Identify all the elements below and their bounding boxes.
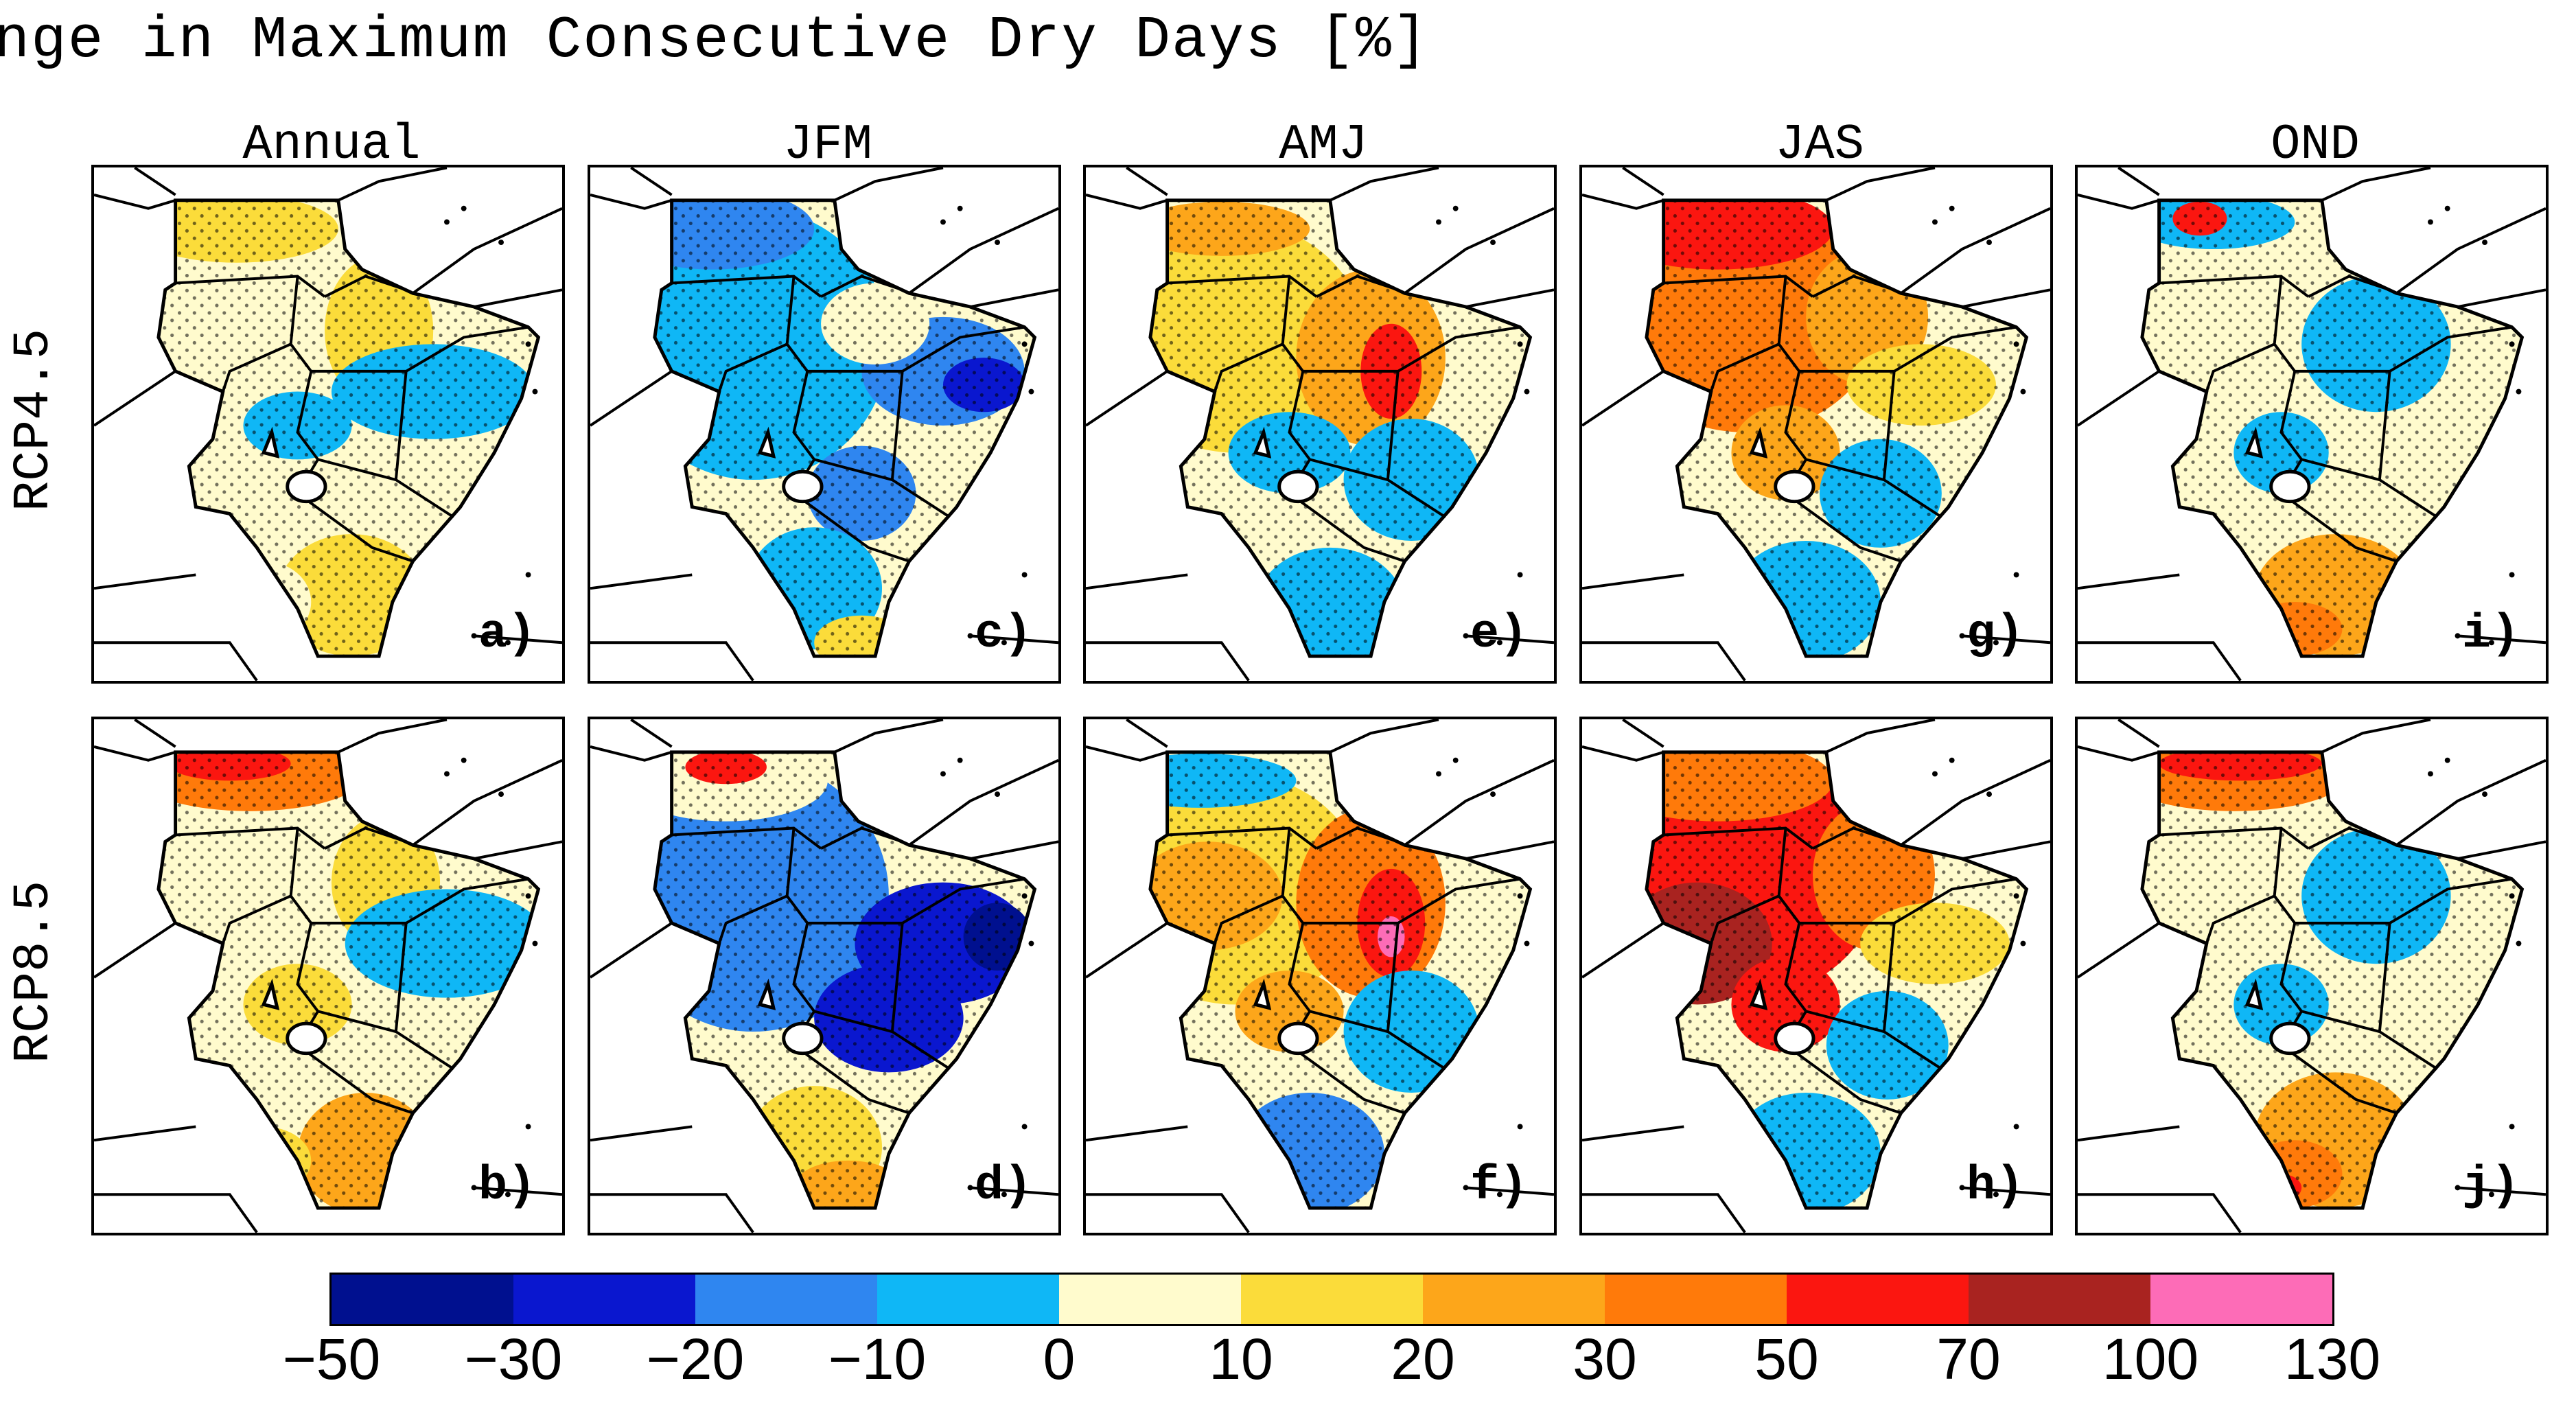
east-africa-map [1582, 167, 2050, 681]
colorbar-segment [1059, 1275, 1241, 1324]
colorbar-tick-label: −10 [828, 1327, 927, 1391]
column-title-jfm: JFM [783, 117, 872, 173]
column-title-ond: OND [2271, 117, 2360, 173]
colorbar-tick-label: 50 [1754, 1327, 1819, 1391]
map-panel-f: f) [1083, 717, 1557, 1235]
east-africa-map [590, 167, 1058, 681]
colorbar-tick-label: −30 [464, 1327, 563, 1391]
colorbar-segment [1423, 1275, 1605, 1324]
colorbar-segment [1241, 1275, 1423, 1324]
map-panel-d: d) [588, 717, 1061, 1235]
colorbar-segment [332, 1275, 513, 1324]
colorbar-tick-label: −20 [646, 1327, 745, 1391]
map-panel-c: c) [588, 165, 1061, 684]
east-africa-map [94, 719, 562, 1233]
east-africa-map [1086, 167, 1554, 681]
panel-label: h) [1966, 1159, 2024, 1214]
colorbar-segment [1969, 1275, 2150, 1324]
panel-label: b) [478, 1159, 536, 1214]
colorbar-tick-label: 100 [2102, 1327, 2199, 1391]
column-title-annual: Annual [242, 117, 421, 173]
colorbar-tick-label: 30 [1573, 1327, 1637, 1391]
colorbar-tick-label: 10 [1209, 1327, 1273, 1391]
map-panel-a: a) [91, 165, 565, 684]
panel-label: a) [478, 607, 536, 662]
panel-label: f) [1470, 1159, 1528, 1214]
figure-title: Change in Maximum Consecutive Dry Days [… [0, 7, 1430, 74]
colorbar-tick-label: −50 [282, 1327, 381, 1391]
map-panel-h: h) [1579, 717, 2053, 1235]
east-africa-map [590, 719, 1058, 1233]
map-panel-e: e) [1083, 165, 1557, 684]
colorbar-segment [2150, 1275, 2332, 1324]
colorbar-tick-label: 0 [1043, 1327, 1076, 1391]
row-label-rcp85: RCP8.5 [5, 880, 63, 1064]
colorbar-segment [1787, 1275, 1969, 1324]
map-panel-i: i) [2075, 165, 2549, 684]
colorbar-tick-label: 70 [1936, 1327, 2001, 1391]
colorbar [329, 1273, 2334, 1326]
east-africa-map [2078, 167, 2546, 681]
map-panel-j: j) [2075, 717, 2549, 1235]
column-title-jas: JAS [1775, 117, 1864, 173]
colorbar-tick-label: 20 [1391, 1327, 1455, 1391]
colorbar-segment [695, 1275, 877, 1324]
map-panel-b: b) [91, 717, 565, 1235]
east-africa-map [1086, 719, 1554, 1233]
east-africa-map [2078, 719, 2546, 1233]
east-africa-map [94, 167, 562, 681]
panel-label: g) [1966, 607, 2024, 662]
row-label-rcp45: RCP4.5 [5, 328, 63, 512]
colorbar-segment [513, 1275, 695, 1324]
colorbar-segment [877, 1275, 1059, 1324]
east-africa-map [1582, 719, 2050, 1233]
panel-label: d) [974, 1159, 1032, 1214]
panel-label: e) [1470, 607, 1528, 662]
panel-label: c) [974, 607, 1032, 662]
map-panel-g: g) [1579, 165, 2053, 684]
column-title-amj: AMJ [1279, 117, 1368, 173]
panel-label: i) [2461, 607, 2520, 662]
panel-label: j) [2461, 1159, 2520, 1214]
colorbar-tick-label: 130 [2284, 1327, 2381, 1391]
colorbar-segment [1605, 1275, 1787, 1324]
